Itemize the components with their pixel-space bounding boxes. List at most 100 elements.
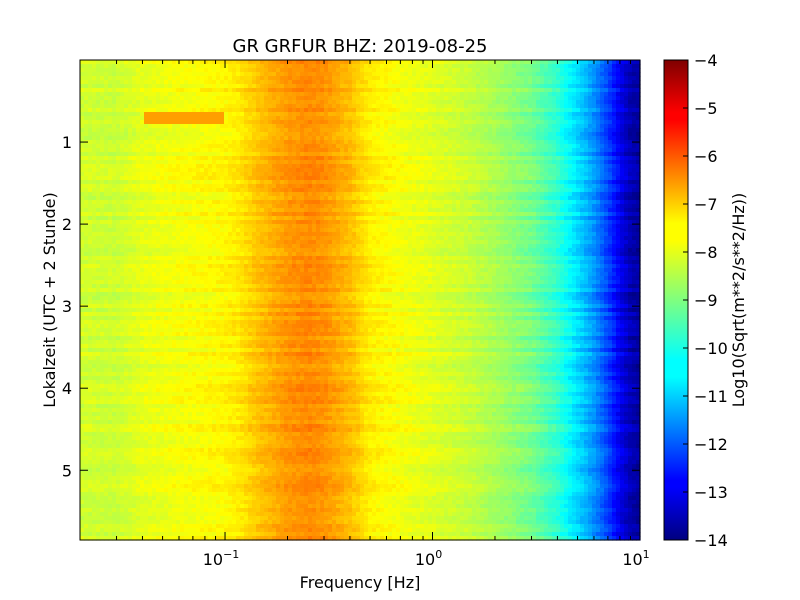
- heatmap-cell: [188, 152, 193, 157]
- heatmap-cell: [204, 88, 209, 93]
- heatmap-cell: [364, 136, 369, 141]
- heatmap-cell: [112, 164, 117, 169]
- heatmap-cell: [212, 96, 217, 101]
- heatmap-cell: [296, 192, 301, 197]
- heatmap-cell: [500, 180, 505, 185]
- heatmap-cell: [332, 104, 337, 109]
- heatmap-cell: [584, 92, 589, 97]
- heatmap-cell: [200, 128, 205, 133]
- heatmap-cell: [332, 196, 337, 201]
- heatmap-cell: [476, 76, 481, 81]
- heatmap-cell: [204, 136, 209, 141]
- heatmap-cell: [184, 136, 189, 141]
- heatmap-cell: [564, 176, 569, 181]
- heatmap-cell: [184, 200, 189, 205]
- heatmap-cell: [296, 144, 301, 149]
- heatmap-cell: [440, 80, 445, 85]
- heatmap-cell: [608, 100, 613, 105]
- heatmap-cell: [592, 140, 597, 145]
- heatmap-cell: [380, 196, 385, 201]
- heatmap-cell: [248, 88, 253, 93]
- heatmap-cell: [556, 60, 561, 65]
- heatmap-cell: [116, 140, 121, 145]
- heatmap-cell: [628, 96, 633, 101]
- heatmap-cell: [376, 192, 381, 197]
- heatmap-cell: [264, 196, 269, 201]
- heatmap-cell: [604, 68, 609, 73]
- heatmap-cell: [520, 80, 525, 85]
- heatmap-cell: [376, 136, 381, 141]
- heatmap-cell: [468, 132, 473, 137]
- heatmap-cell: [432, 80, 437, 85]
- heatmap-cell: [552, 136, 557, 141]
- heatmap-cell: [368, 168, 373, 173]
- heatmap-cell: [148, 164, 153, 169]
- heatmap-cell: [148, 148, 153, 153]
- heatmap-cell: [472, 60, 477, 65]
- heatmap-cell: [380, 192, 385, 197]
- heatmap-cell: [260, 184, 265, 189]
- heatmap-cell: [128, 60, 133, 65]
- heatmap-cell: [192, 152, 197, 157]
- heatmap-cell: [320, 124, 325, 129]
- heatmap-cell: [468, 84, 473, 89]
- heatmap-cell: [192, 188, 197, 193]
- heatmap-cell: [492, 124, 497, 129]
- heatmap-cell: [172, 64, 177, 69]
- heatmap-cell: [512, 112, 517, 117]
- heatmap-cell: [208, 192, 213, 197]
- heatmap-cell: [120, 160, 125, 165]
- heatmap-cell: [232, 124, 237, 129]
- heatmap-cell: [352, 196, 357, 201]
- heatmap-cell: [308, 100, 313, 105]
- heatmap-cell: [600, 92, 605, 97]
- heatmap-cell: [604, 156, 609, 161]
- heatmap-cell: [552, 148, 557, 153]
- heatmap-cell: [464, 136, 469, 141]
- heatmap-cell: [204, 156, 209, 161]
- heatmap-cell: [144, 164, 149, 169]
- heatmap-cell: [456, 84, 461, 89]
- heatmap-cell: [556, 116, 561, 121]
- heatmap-cell: [256, 64, 261, 69]
- heatmap-cell: [356, 156, 361, 161]
- heatmap-cell: [96, 156, 101, 161]
- heatmap-cell: [396, 120, 401, 125]
- heatmap-cell: [104, 72, 109, 77]
- heatmap-cell: [308, 112, 313, 117]
- heatmap-cell: [456, 184, 461, 189]
- heatmap-cell: [412, 64, 417, 69]
- heatmap-cell: [444, 176, 449, 181]
- heatmap-cell: [344, 92, 349, 97]
- heatmap-cell: [136, 152, 141, 157]
- heatmap-cell: [424, 196, 429, 201]
- heatmap-cell: [396, 148, 401, 153]
- heatmap-cell: [496, 152, 501, 157]
- heatmap-cell: [604, 152, 609, 157]
- heatmap-cell: [516, 136, 521, 141]
- heatmap-cell: [344, 76, 349, 81]
- heatmap-cell: [512, 176, 517, 181]
- heatmap-cell: [408, 188, 413, 193]
- heatmap-cell: [576, 112, 581, 117]
- heatmap-cell: [624, 180, 629, 185]
- heatmap-cell: [200, 68, 205, 73]
- heatmap-cell: [152, 196, 157, 201]
- heatmap-cell: [232, 116, 237, 121]
- heatmap-cell: [256, 168, 261, 173]
- heatmap-cell: [164, 72, 169, 77]
- heatmap-cell: [332, 84, 337, 89]
- heatmap-cell: [564, 156, 569, 161]
- heatmap-cell: [120, 60, 125, 65]
- heatmap-cell: [472, 168, 477, 173]
- heatmap-cell: [232, 172, 237, 177]
- heatmap-cell: [532, 112, 537, 117]
- heatmap-cell: [272, 100, 277, 105]
- heatmap-cell: [552, 164, 557, 169]
- heatmap-cell: [296, 76, 301, 81]
- heatmap-cell: [236, 64, 241, 69]
- heatmap-cell: [424, 184, 429, 189]
- heatmap-cell: [208, 72, 213, 77]
- heatmap-cell: [496, 96, 501, 101]
- heatmap-cell: [196, 168, 201, 173]
